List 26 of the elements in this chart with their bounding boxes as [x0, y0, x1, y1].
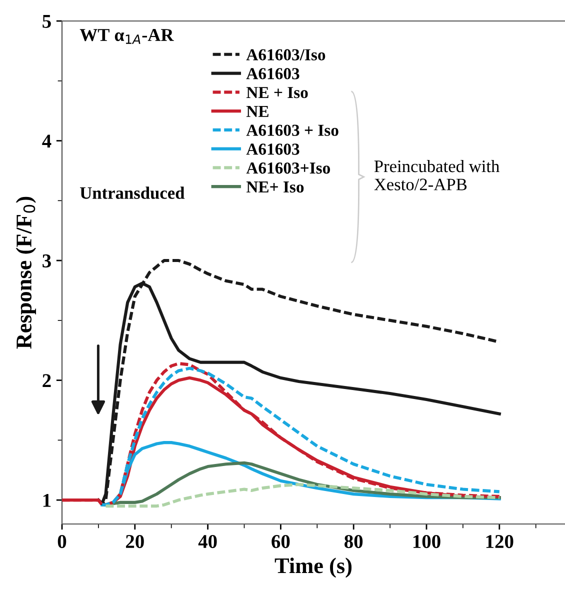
x-tick-label: 80 [344, 534, 363, 548]
legend-label: A61603 [246, 144, 300, 155]
line-series [104, 482, 501, 508]
x-tick-label: 120 [486, 534, 514, 548]
legend-label: NE [246, 106, 268, 117]
legend-label: A61603 + Iso [246, 124, 338, 136]
annotation: Preincubated with Xesto/2-APB [374, 160, 500, 190]
x-tick-label: 20 [126, 534, 144, 548]
y-axis-title: Response (F/F$_{0}$) [16, 196, 36, 349]
x-axis-title: Time (s) [274, 558, 352, 578]
legend-label: A61603 [246, 68, 300, 80]
legend-label: NE + Iso [246, 87, 308, 98]
y-tick-label: 4 [42, 134, 52, 148]
x-tick-label: 40 [198, 534, 217, 548]
x-tick-label: 60 [272, 534, 290, 548]
legend-label: A61603+Iso [246, 162, 330, 174]
y-tick-label: 1 [43, 494, 51, 507]
y-tick-label: 5 [42, 15, 51, 28]
y-tick-label: 3 [42, 254, 51, 268]
chart-title: WT α$_{1A}$-AR [80, 28, 174, 44]
y-tick-label: 2 [42, 374, 51, 388]
legend-label: NE+ Iso [246, 182, 304, 193]
x-tick-label: 0 [58, 534, 66, 548]
legend-label: A61603/Iso [246, 49, 326, 60]
annotation: Untransduced [80, 186, 185, 199]
x-tick-label: 100 [413, 534, 440, 548]
